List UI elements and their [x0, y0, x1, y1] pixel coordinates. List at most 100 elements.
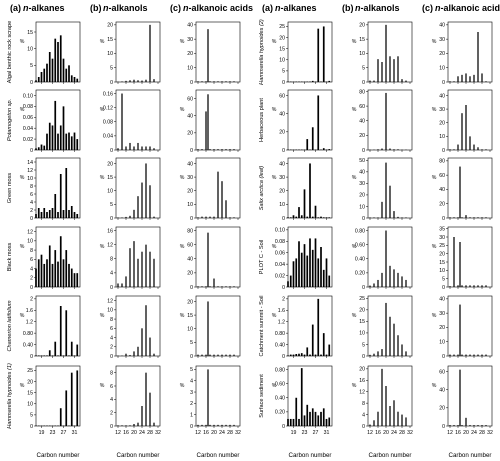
y-tick-label: 15	[27, 390, 33, 396]
y-tick-label: 0.40	[275, 342, 285, 348]
bar	[62, 210, 65, 218]
bar	[40, 212, 43, 218]
y-tick-label: 8	[110, 257, 113, 263]
bar	[449, 286, 451, 287]
bar	[137, 422, 139, 426]
bar	[317, 298, 320, 356]
bar	[309, 238, 311, 287]
bar	[449, 81, 451, 82]
bar	[213, 278, 215, 287]
bar	[37, 77, 40, 82]
y-tick-label: 5	[442, 276, 445, 282]
bar	[65, 133, 68, 150]
bar	[373, 80, 375, 82]
y-tick-label: 20	[439, 121, 445, 127]
y-unit-label: %	[352, 313, 357, 319]
y-tick-label: 10	[107, 308, 113, 314]
bar	[59, 236, 62, 287]
bar	[397, 56, 399, 82]
bar	[51, 355, 54, 356]
y-tick-label: 8	[362, 401, 365, 407]
bar	[65, 250, 68, 287]
bar	[317, 28, 320, 83]
y-tick-label: 2	[30, 297, 33, 303]
bar	[485, 285, 487, 287]
panel-frame	[447, 365, 493, 427]
bar	[149, 251, 151, 287]
bar	[121, 217, 123, 218]
bar	[35, 355, 37, 356]
bar	[453, 425, 455, 426]
bar	[377, 279, 379, 287]
y-tick-label: 30	[187, 175, 193, 181]
bar	[369, 424, 371, 426]
bar	[377, 351, 379, 356]
bar	[369, 217, 371, 218]
bar	[137, 346, 139, 356]
bar	[314, 238, 317, 287]
y-tick-label: 20	[439, 325, 445, 331]
bar	[59, 306, 62, 356]
bar	[217, 171, 219, 218]
column-letter: (c)	[170, 3, 181, 13]
bar	[461, 354, 463, 356]
bar	[309, 354, 311, 356]
y-tick-label: 40	[439, 187, 445, 193]
bar	[43, 263, 46, 287]
bar	[209, 424, 211, 426]
chart-panel: 0 10 20 30 40%	[432, 21, 493, 86]
y-tick-label: 0.80	[23, 331, 33, 337]
bar	[477, 354, 479, 356]
bar	[40, 144, 43, 150]
y-tick-label: 20	[439, 202, 445, 208]
bar	[213, 424, 215, 426]
bar	[76, 370, 79, 426]
bar	[311, 408, 314, 426]
bar	[65, 168, 68, 218]
bar	[213, 81, 215, 82]
x-tick-label: 19	[291, 430, 297, 436]
bar	[145, 372, 147, 426]
y-tick-label: 30	[187, 37, 193, 43]
y-tick-label: 10	[187, 66, 193, 72]
y-unit-label: %	[180, 244, 185, 250]
bar	[381, 272, 383, 287]
chart-panel: 0 0.40 0.80 1.2 1.6 2% Catchment summit - Soil	[259, 296, 333, 360]
y-tick-label: 0	[30, 424, 33, 430]
y-tick-label: 0.60	[355, 242, 365, 248]
bar	[40, 355, 43, 356]
bar	[145, 244, 147, 287]
bar	[117, 425, 119, 426]
x-tick-label: 16	[455, 430, 461, 436]
y-tick-label: 30	[439, 311, 445, 317]
y-unit-label: %	[100, 175, 105, 181]
bar	[397, 335, 399, 356]
y-tick-label: 20	[359, 193, 365, 199]
bar	[481, 285, 483, 287]
panel-frame	[287, 89, 333, 151]
bar	[292, 354, 295, 356]
bar	[298, 207, 300, 218]
bar	[125, 216, 127, 218]
bar	[141, 146, 143, 150]
y-tick-label: 0	[442, 354, 445, 360]
bar	[377, 217, 379, 218]
column-header: (b) n-alkanols	[90, 3, 148, 13]
chart-panel: 0 20 40 60 80%	[352, 89, 413, 154]
bar	[457, 354, 459, 356]
bar	[295, 397, 298, 426]
bar	[385, 92, 387, 150]
bar	[133, 146, 135, 150]
bar	[473, 354, 475, 356]
bar	[449, 149, 451, 150]
y-unit-label: %	[20, 313, 25, 319]
y-tick-label: 1.6	[278, 308, 285, 314]
bar	[141, 406, 143, 426]
bar	[311, 216, 314, 218]
y-tick-label: 30	[439, 37, 445, 43]
bar	[300, 252, 303, 287]
column-title-prefix: n	[103, 3, 109, 13]
bar	[303, 244, 306, 287]
bar	[37, 355, 40, 356]
sample-label: Catchment summit - Soil	[259, 296, 265, 357]
